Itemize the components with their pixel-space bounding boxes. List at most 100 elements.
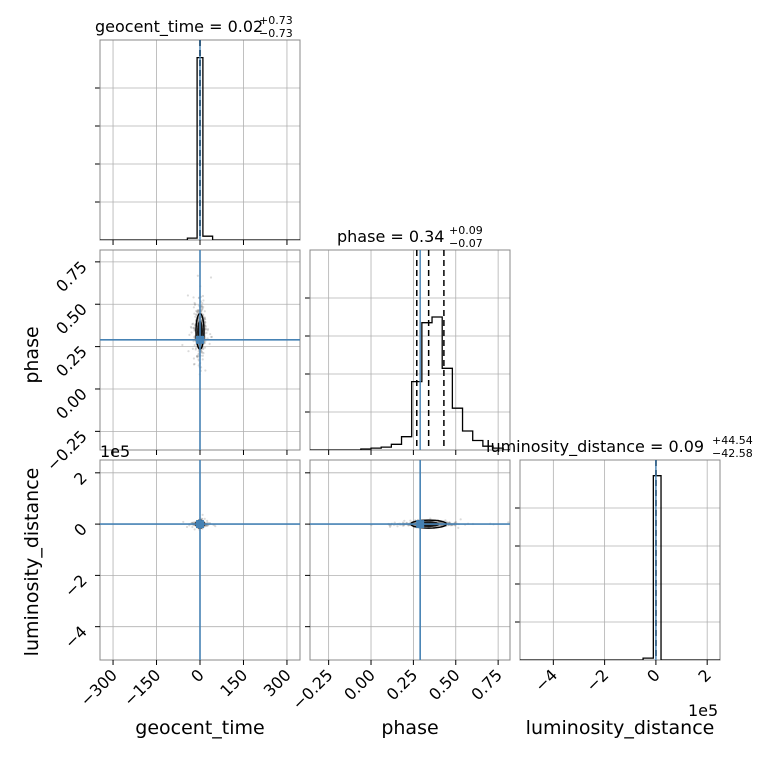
sample-point: [204, 324, 207, 327]
title-phase-plus: +0.09: [449, 224, 483, 237]
panel-luminosity_distance-vs-geocent_time: [100, 460, 300, 660]
panel-frame-1-1: [309, 249, 511, 451]
ytick-label-luminosity_distance: −4: [61, 622, 91, 652]
sample-point: [203, 320, 206, 323]
sample-point: [192, 327, 196, 330]
sample-point: [193, 324, 196, 327]
sample-point: [195, 313, 198, 316]
sample-point: [210, 335, 213, 339]
sample-point: [186, 294, 190, 297]
sample-point: [181, 343, 184, 347]
sample-point: [403, 519, 406, 522]
ytick-label-phase: −0.25: [43, 427, 91, 475]
sample-point: [201, 305, 204, 308]
sample-point: [201, 302, 204, 305]
sample-point: [407, 524, 410, 527]
sample-point: [196, 354, 199, 358]
xtick-label-phase: 0.75: [467, 665, 506, 704]
title-geocent_time-minus: −0.73: [259, 27, 293, 40]
sample-point: [200, 304, 203, 308]
sample-point: [409, 519, 412, 522]
sample-point: [197, 358, 200, 361]
panel-bg-2-1: [310, 460, 510, 660]
sample-point: [507, 521, 510, 524]
sample-point: [189, 325, 192, 328]
sample-point: [193, 329, 196, 332]
sample-point: [205, 524, 209, 527]
sample-point: [204, 337, 207, 340]
title-phase-minus: −0.07: [449, 237, 483, 250]
xlabel-geocent_time: geocent_time: [135, 717, 264, 739]
xtick-label-phase: 0.25: [383, 665, 422, 704]
sample-point: [201, 294, 205, 298]
sample-point: [185, 525, 189, 529]
ytick-label-phase: 0.00: [52, 384, 91, 423]
sample-point: [202, 352, 205, 355]
sample-point: [457, 526, 460, 529]
sample-point: [192, 306, 195, 309]
sample-point: [193, 303, 197, 306]
truth-marker: [196, 335, 204, 344]
sample-point: [429, 517, 432, 520]
panel-luminosity_distance-vs-phase: [310, 460, 510, 660]
sample-point: [196, 356, 199, 359]
sample-point: [203, 316, 206, 319]
sample-point: [194, 348, 197, 351]
sample-point: [203, 316, 206, 319]
sample-point: [200, 304, 203, 307]
sample-point: [401, 521, 405, 524]
ytick-label-phase: 0.75: [52, 257, 91, 296]
sample-point: [193, 326, 196, 329]
sample-point: [459, 518, 462, 521]
sample-point: [196, 310, 199, 314]
panel-frame-2-1: [309, 459, 511, 661]
sample-point: [204, 321, 207, 324]
truth-marker: [196, 520, 204, 529]
ytick-label-phase: 0.50: [52, 300, 91, 339]
sample-point: [195, 309, 198, 313]
sample-point: [192, 357, 196, 360]
xtick-label-phase: 0.00: [340, 665, 379, 704]
sample-point: [204, 321, 207, 324]
sample-point: [192, 326, 195, 330]
sample-point: [444, 519, 447, 522]
sample-point: [448, 521, 451, 524]
xlabel-phase: phase: [381, 717, 438, 739]
sample-point: [203, 342, 206, 345]
ylabel-luminosity_distance: luminosity_distance: [21, 468, 43, 657]
sample-point: [203, 517, 206, 520]
offset-label-y: 1e5: [100, 442, 130, 461]
sample-point: [206, 519, 209, 522]
sample-point: [438, 521, 441, 524]
xtick-label-geocent_time: −150: [120, 665, 165, 710]
hist-geocent_time: [100, 40, 300, 240]
sample-point: [192, 322, 195, 325]
sample-point: [200, 319, 203, 322]
sample-point: [209, 332, 212, 336]
offset-label-x: 1e5: [688, 701, 718, 720]
sample-point: [193, 301, 196, 305]
sample-point: [191, 323, 194, 326]
sample-point: [204, 328, 207, 331]
sample-point: [454, 520, 458, 524]
sample-point: [388, 524, 391, 527]
truth-marker: [416, 520, 425, 529]
panel-bg-1-1: [310, 250, 510, 450]
hist-step-phase: [310, 316, 510, 450]
sample-point: [197, 350, 200, 353]
xtick-label-phase: 0.50: [425, 665, 464, 704]
ytick-label-luminosity_distance: 0: [70, 519, 91, 540]
sample-point: [190, 331, 193, 334]
sample-point: [191, 525, 194, 529]
sample-point: [204, 328, 207, 331]
xtick-label-luminosity_distance: −4: [531, 665, 561, 695]
sample-point: [193, 312, 196, 315]
sample-point: [201, 307, 204, 310]
sample-point: [188, 333, 191, 336]
sample-point: [200, 319, 203, 322]
sample-point: [208, 342, 211, 345]
sample-point: [393, 521, 396, 524]
xtick-label-luminosity_distance: 2: [694, 665, 715, 686]
title-luminosity_distance-minus: −42.58: [712, 447, 753, 460]
